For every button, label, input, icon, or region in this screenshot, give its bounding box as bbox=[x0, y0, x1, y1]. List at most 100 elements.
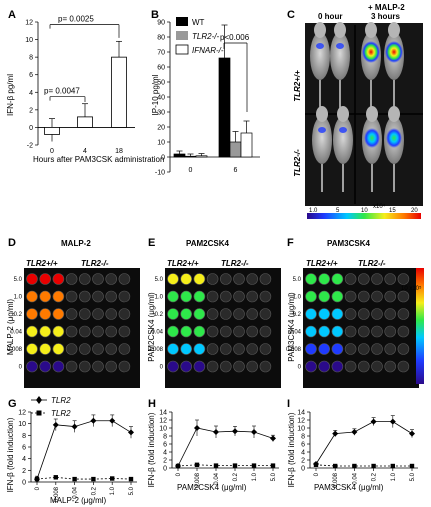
mouse-images bbox=[305, 22, 423, 204]
row-tick-label: 0 bbox=[160, 365, 164, 371]
panel-i-letter: I bbox=[287, 398, 290, 410]
y-tick-label: 0 bbox=[301, 466, 305, 473]
panel-d-title: MALP-2 bbox=[61, 239, 91, 248]
well bbox=[259, 290, 272, 303]
well bbox=[397, 325, 410, 338]
row-tick-label: 0.2 bbox=[14, 312, 23, 318]
row-tick-label: 5.0 bbox=[14, 277, 23, 283]
data-point bbox=[389, 418, 396, 425]
well bbox=[318, 343, 331, 355]
y-tick-label: 6 bbox=[29, 72, 33, 79]
data-point bbox=[109, 417, 116, 424]
data-point bbox=[90, 417, 97, 424]
y-tick-label: 4 bbox=[301, 450, 305, 457]
legend-marker-square bbox=[36, 410, 42, 416]
x-tick-label: 0.2 bbox=[372, 472, 378, 481]
well bbox=[384, 273, 397, 285]
well bbox=[52, 360, 65, 373]
well bbox=[397, 290, 410, 303]
mouse-body bbox=[310, 32, 330, 80]
y-tick-label: 10 bbox=[157, 140, 165, 147]
well bbox=[371, 273, 383, 285]
well bbox=[65, 273, 78, 285]
bar bbox=[184, 155, 197, 158]
x-tick-label: 0.008 bbox=[54, 486, 60, 502]
data-point bbox=[34, 476, 40, 482]
well bbox=[65, 360, 78, 373]
well bbox=[246, 360, 258, 373]
well bbox=[259, 273, 272, 285]
panel-d: D MALP-2 5.0 1.0 0.2 0.04 0.008 0 TLR2+/+ TLR… bbox=[6, 237, 140, 388]
well bbox=[26, 290, 38, 303]
data-point bbox=[128, 429, 134, 436]
well bbox=[371, 290, 383, 303]
data-point bbox=[352, 463, 357, 469]
row-tick-label: 1.0 bbox=[14, 295, 23, 301]
panel-f-col-ko: TLR2-/- bbox=[358, 259, 386, 268]
row-tick-label: 0 bbox=[298, 365, 302, 371]
well bbox=[180, 360, 192, 373]
y-tick-label: -2 bbox=[27, 143, 33, 150]
y-tick-label: 10 bbox=[159, 426, 167, 433]
well bbox=[384, 290, 397, 303]
well bbox=[193, 308, 206, 320]
panel-e: E PAM2CSK4 5.0 1.0 0.2 0.04 0.008 0 TLR2+/+ T… bbox=[147, 237, 281, 388]
well bbox=[331, 343, 344, 355]
x-tick-label: 6 bbox=[234, 167, 238, 174]
well bbox=[318, 308, 331, 320]
panel-f-letter: F bbox=[287, 237, 294, 249]
data-point bbox=[232, 463, 238, 468]
well bbox=[92, 325, 104, 338]
well bbox=[246, 325, 258, 338]
panel-g-chart: 0 2 4 6 8 10 12 0 0.008 0.04 0.2 1.0 5.0 bbox=[18, 410, 137, 502]
mouse-head bbox=[334, 22, 346, 38]
well bbox=[246, 308, 258, 320]
mouse-head bbox=[388, 106, 400, 122]
panel-g-legend: TLR2 TLR2 bbox=[31, 396, 71, 418]
data-point bbox=[332, 430, 339, 437]
row-tick-label: 0.04 bbox=[151, 330, 163, 336]
well bbox=[92, 290, 104, 303]
x-tick-label: 0.2 bbox=[233, 472, 239, 481]
well bbox=[79, 290, 91, 303]
well bbox=[206, 290, 219, 303]
y-tick-label: 10 bbox=[297, 426, 305, 433]
data-point bbox=[194, 462, 200, 467]
well bbox=[331, 360, 344, 373]
well bbox=[193, 325, 206, 338]
well bbox=[331, 290, 344, 303]
row-tick-label: 0.2 bbox=[293, 312, 302, 318]
well bbox=[167, 360, 179, 373]
panel-c-row-tlr2-ko: TLR2-/- bbox=[293, 149, 302, 177]
y-tick-label: 70 bbox=[157, 50, 165, 57]
panel-f-scale-exponent: 10 x10⁵ bbox=[401, 285, 422, 292]
panel-b-legend: WT TLR2-/- IFNAR-/- bbox=[175, 17, 224, 55]
well bbox=[371, 360, 383, 373]
bar bbox=[240, 132, 253, 158]
well bbox=[259, 325, 272, 338]
luminescence-signal bbox=[336, 43, 344, 49]
y-tick-label: 0 bbox=[22, 480, 26, 487]
well bbox=[220, 273, 232, 285]
x-tick-label: 1.0 bbox=[252, 472, 258, 481]
y-tick-label: 8 bbox=[163, 434, 167, 441]
well bbox=[52, 308, 65, 320]
y-tick-label: 8 bbox=[29, 55, 33, 62]
well bbox=[246, 343, 258, 355]
well bbox=[26, 343, 38, 355]
well bbox=[65, 290, 78, 303]
luminescence-signal bbox=[364, 128, 380, 148]
row-tick-label: 0.04 bbox=[289, 330, 301, 336]
well bbox=[344, 325, 357, 338]
row-tick-label: 0.008 bbox=[286, 347, 302, 353]
well bbox=[344, 273, 357, 285]
panel-g: G 0 2 4 6 8 10 12 0 0.008 0.04 0.2 1.0 5.0 MALP-2 (μ… bbox=[6, 396, 137, 505]
well bbox=[206, 308, 219, 320]
row-tick-label: 0.04 bbox=[10, 330, 22, 336]
well bbox=[220, 325, 232, 338]
luminescence-signal bbox=[316, 43, 324, 49]
well bbox=[305, 273, 317, 285]
y-tick-label: 30 bbox=[157, 110, 165, 117]
series-line bbox=[315, 421, 413, 465]
bar bbox=[173, 153, 186, 158]
